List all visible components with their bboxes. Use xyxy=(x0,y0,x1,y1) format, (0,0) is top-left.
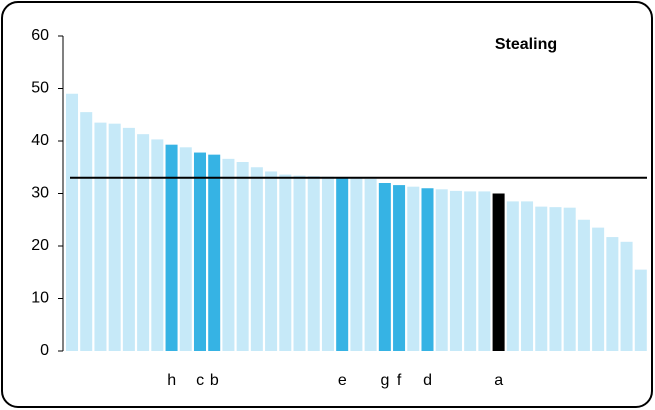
bar xyxy=(208,154,221,351)
bar xyxy=(321,176,334,351)
bar xyxy=(435,189,448,351)
bar xyxy=(307,176,320,351)
bar xyxy=(137,134,150,351)
bar xyxy=(336,177,349,351)
bar xyxy=(165,144,178,351)
y-tick-label: 50 xyxy=(31,80,49,97)
bar xyxy=(293,175,306,351)
y-tick-label: 0 xyxy=(40,342,49,359)
bar xyxy=(492,193,505,351)
bar xyxy=(250,167,263,351)
y-tick-label: 40 xyxy=(31,132,49,149)
bar xyxy=(535,206,548,351)
bar xyxy=(634,269,647,351)
x-tick-label: d xyxy=(423,372,432,389)
bar xyxy=(521,201,534,351)
x-tick-label: c xyxy=(196,372,204,389)
bar xyxy=(193,152,206,351)
bar xyxy=(108,123,121,351)
bar xyxy=(620,241,633,351)
bar xyxy=(236,162,249,351)
y-tick-label: 20 xyxy=(31,237,49,254)
bar xyxy=(94,122,107,351)
bar xyxy=(549,207,562,351)
bar xyxy=(66,93,79,351)
y-tick-label: 30 xyxy=(31,185,49,202)
chart-title: Stealing xyxy=(495,36,557,53)
bar xyxy=(151,139,164,351)
bar xyxy=(80,112,93,351)
x-tick-label: h xyxy=(167,372,176,389)
bar xyxy=(279,174,292,351)
x-tick-label: g xyxy=(380,372,389,389)
bar xyxy=(421,188,434,351)
bar xyxy=(464,191,477,351)
y-tick-label: 10 xyxy=(31,290,49,307)
bar xyxy=(222,158,235,351)
bar xyxy=(350,177,363,351)
y-tick-label: 60 xyxy=(31,27,49,44)
x-tick-label: f xyxy=(397,372,402,389)
bar xyxy=(407,186,420,351)
bar xyxy=(449,190,462,351)
bar xyxy=(122,127,135,351)
bar xyxy=(179,147,192,351)
bar xyxy=(506,201,519,351)
x-tick-label: b xyxy=(210,372,219,389)
bar xyxy=(478,191,491,351)
x-tick-label: e xyxy=(338,372,347,389)
bar xyxy=(393,185,406,351)
x-tick-label: a xyxy=(494,372,503,389)
bar xyxy=(577,219,590,351)
bar xyxy=(265,171,278,351)
bar xyxy=(606,237,619,351)
bar xyxy=(364,178,377,351)
bar xyxy=(563,207,576,351)
bar xyxy=(592,227,605,351)
bar xyxy=(378,183,391,351)
